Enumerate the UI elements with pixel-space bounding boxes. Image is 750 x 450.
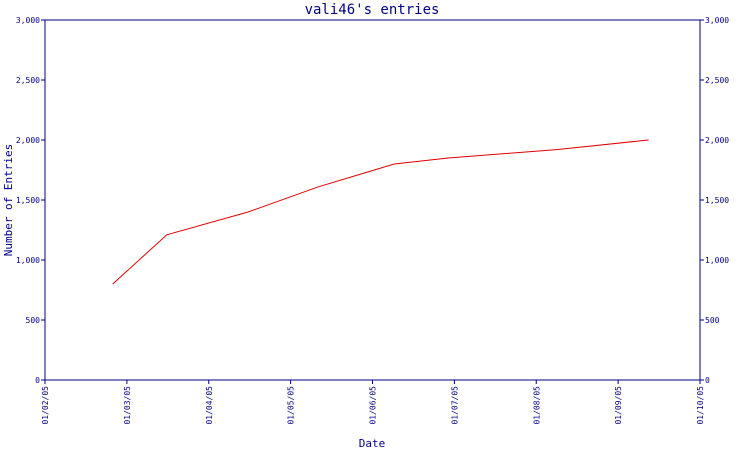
y-axis-right: 0 500 1,000 1,500 2,000 2,500 3,000 <box>700 16 729 385</box>
chart-title: vali46's entries <box>305 2 440 18</box>
y-tick-label-right: 500 <box>705 316 720 325</box>
y-tick-label-left: 2,000 <box>16 136 40 145</box>
x-axis-label: Date <box>359 437 386 450</box>
x-tick-label: 01/03/05 <box>123 386 132 425</box>
y-tick-label-left: 1,000 <box>16 256 40 265</box>
y-tick-label-right: 0 <box>705 376 710 385</box>
y-tick-label-left: 2,500 <box>16 76 40 85</box>
x-tick-label: 01/09/05 <box>614 386 623 425</box>
plot-area <box>44 19 701 381</box>
y-tick-label-right: 1,500 <box>705 196 729 205</box>
x-axis: 01/02/05 01/03/05 01/04/05 01/05/05 01/06/05… <box>41 380 705 425</box>
y-tick-label-left: 0 <box>35 376 40 385</box>
y-tick-label-right: 2,000 <box>705 136 729 145</box>
y-axis-label: Number of Entries <box>2 144 15 257</box>
x-tick-label: 01/04/05 <box>205 386 214 425</box>
x-tick-label: 01/05/05 <box>287 386 296 425</box>
y-tick-label-left: 500 <box>26 316 41 325</box>
x-tick-label: 01/07/05 <box>450 386 459 425</box>
y-tick-label-right: 2,500 <box>705 76 729 85</box>
x-tick-label: 01/02/05 <box>41 386 50 425</box>
plot-frame <box>44 19 701 381</box>
y-tick-label-right: 1,000 <box>705 256 729 265</box>
x-tick-label: 01/10/05 <box>696 386 705 425</box>
y-tick-label-left: 3,000 <box>16 16 40 25</box>
y-tick-label-right: 3,000 <box>705 16 729 25</box>
x-tick-label: 01/08/05 <box>532 386 541 425</box>
series-line <box>112 139 649 285</box>
series-layer <box>112 139 649 285</box>
y-tick-label-left: 1,500 <box>16 196 40 205</box>
x-tick-label: 01/06/05 <box>369 386 378 425</box>
y-axis-left: 0 500 1,000 1,500 2,000 2,500 3,000 <box>16 16 45 385</box>
